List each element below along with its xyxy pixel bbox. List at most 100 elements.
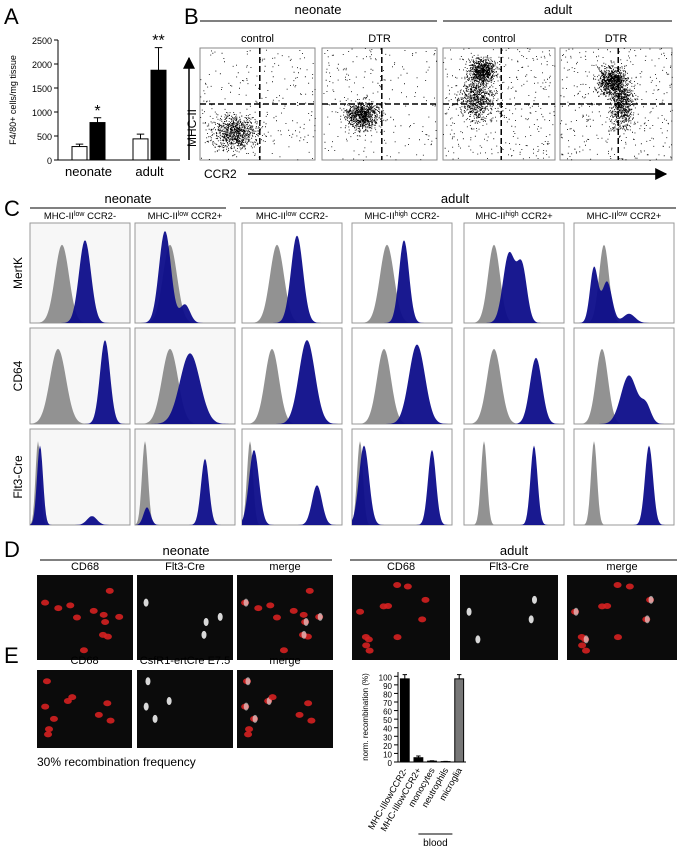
cell xyxy=(89,607,98,614)
micrograph xyxy=(37,670,132,748)
sample-histogram xyxy=(30,445,130,525)
cell xyxy=(68,694,77,701)
panel-label: C xyxy=(4,196,20,221)
bar xyxy=(454,678,465,763)
image-label: Flt3-Cre xyxy=(165,561,205,573)
y-tick-label: 40 xyxy=(383,725,392,734)
cell xyxy=(98,631,107,638)
reporter xyxy=(143,702,149,711)
image-label: merge xyxy=(606,561,637,573)
cell xyxy=(598,603,607,610)
error-bar xyxy=(456,674,462,679)
cell xyxy=(42,678,51,685)
cell xyxy=(54,605,63,612)
cell xyxy=(295,711,304,718)
micrograph xyxy=(137,670,233,748)
panel-label: E xyxy=(4,643,19,668)
control-histogram xyxy=(352,244,452,323)
header-part: CCR2- xyxy=(296,211,328,222)
histogram-frame xyxy=(134,428,236,526)
header-part: high xyxy=(505,211,518,218)
y-axis-label: F4/80+ cells/mg tissue xyxy=(8,55,18,145)
plot-title: control xyxy=(482,33,515,45)
cell xyxy=(72,614,81,621)
cell xyxy=(362,642,371,649)
y-tick-label: 70 xyxy=(383,699,392,708)
reporter xyxy=(528,615,534,624)
y-tick-label: 50 xyxy=(383,716,392,725)
sample-histogram xyxy=(135,353,235,424)
cell xyxy=(41,703,50,710)
column-header: MHC-IIhigh CCR2- xyxy=(365,211,440,222)
y-tick-label: 20 xyxy=(383,742,392,751)
cell xyxy=(299,611,308,618)
group-title: adult xyxy=(500,543,529,558)
reporter xyxy=(252,714,258,723)
column-header: MHC-IIlow CCR2+ xyxy=(587,211,662,222)
cell xyxy=(625,583,634,590)
reporter xyxy=(648,595,654,604)
reporter xyxy=(644,615,650,624)
header-part: CCR2- xyxy=(84,211,116,222)
header-part: low xyxy=(286,211,297,218)
reporter xyxy=(531,595,537,604)
cell xyxy=(94,711,103,718)
plot-title: control xyxy=(241,33,274,45)
cell xyxy=(244,731,253,738)
header-part: MHC-II xyxy=(365,211,395,222)
micrograph xyxy=(460,575,558,660)
header-part: low xyxy=(74,211,85,218)
cell xyxy=(44,726,53,733)
header-part: MHC-II xyxy=(148,211,178,222)
panel-label: A xyxy=(4,4,19,29)
cell xyxy=(613,582,622,589)
bar xyxy=(150,69,167,161)
control-histogram xyxy=(464,348,564,424)
control-histogram xyxy=(574,441,674,525)
cell xyxy=(289,607,298,614)
y-tick-label: 60 xyxy=(383,708,392,717)
bar xyxy=(132,138,149,161)
cell xyxy=(421,596,430,603)
column-header: MHC-IIlow CCR2- xyxy=(44,211,116,222)
reporter xyxy=(145,677,151,686)
error-bar xyxy=(136,133,145,139)
row-label: CD64 xyxy=(11,360,25,391)
y-tick-label: 0 xyxy=(47,156,52,166)
control-histogram xyxy=(574,348,674,424)
error-bar xyxy=(154,47,163,71)
image-label: merge xyxy=(269,655,300,667)
y-tick-label: 2500 xyxy=(32,36,52,46)
reporter xyxy=(217,612,223,621)
cell xyxy=(101,619,110,626)
cell xyxy=(365,647,374,654)
control-histogram xyxy=(352,348,452,424)
y-tick-label: 90 xyxy=(383,682,392,691)
row-label: Flt3-Cre xyxy=(11,455,25,499)
control-histogram xyxy=(464,441,564,525)
x-tick-label: neonate xyxy=(65,164,112,179)
cell xyxy=(272,614,281,621)
cell xyxy=(79,647,88,654)
reporter xyxy=(245,677,251,686)
header-part: low xyxy=(617,211,628,218)
cell xyxy=(106,717,115,724)
reporter xyxy=(583,635,589,644)
bar xyxy=(427,760,437,763)
cell xyxy=(105,587,114,594)
image-label: CD68 xyxy=(71,561,99,573)
cell xyxy=(266,602,275,609)
sample-histogram xyxy=(30,340,130,424)
y-tick-label: 80 xyxy=(383,690,392,699)
micrograph xyxy=(137,575,233,660)
histogram-frame xyxy=(463,327,565,425)
control-histogram xyxy=(135,348,235,424)
group-label: blood xyxy=(423,838,447,849)
sample-histogram xyxy=(574,445,674,525)
note: 30% recombination frequency xyxy=(37,755,196,769)
column-header: MHC-IIlow CCR2+ xyxy=(148,211,223,222)
group-title: adult xyxy=(544,2,573,17)
cell xyxy=(41,599,50,606)
cell xyxy=(99,611,108,618)
